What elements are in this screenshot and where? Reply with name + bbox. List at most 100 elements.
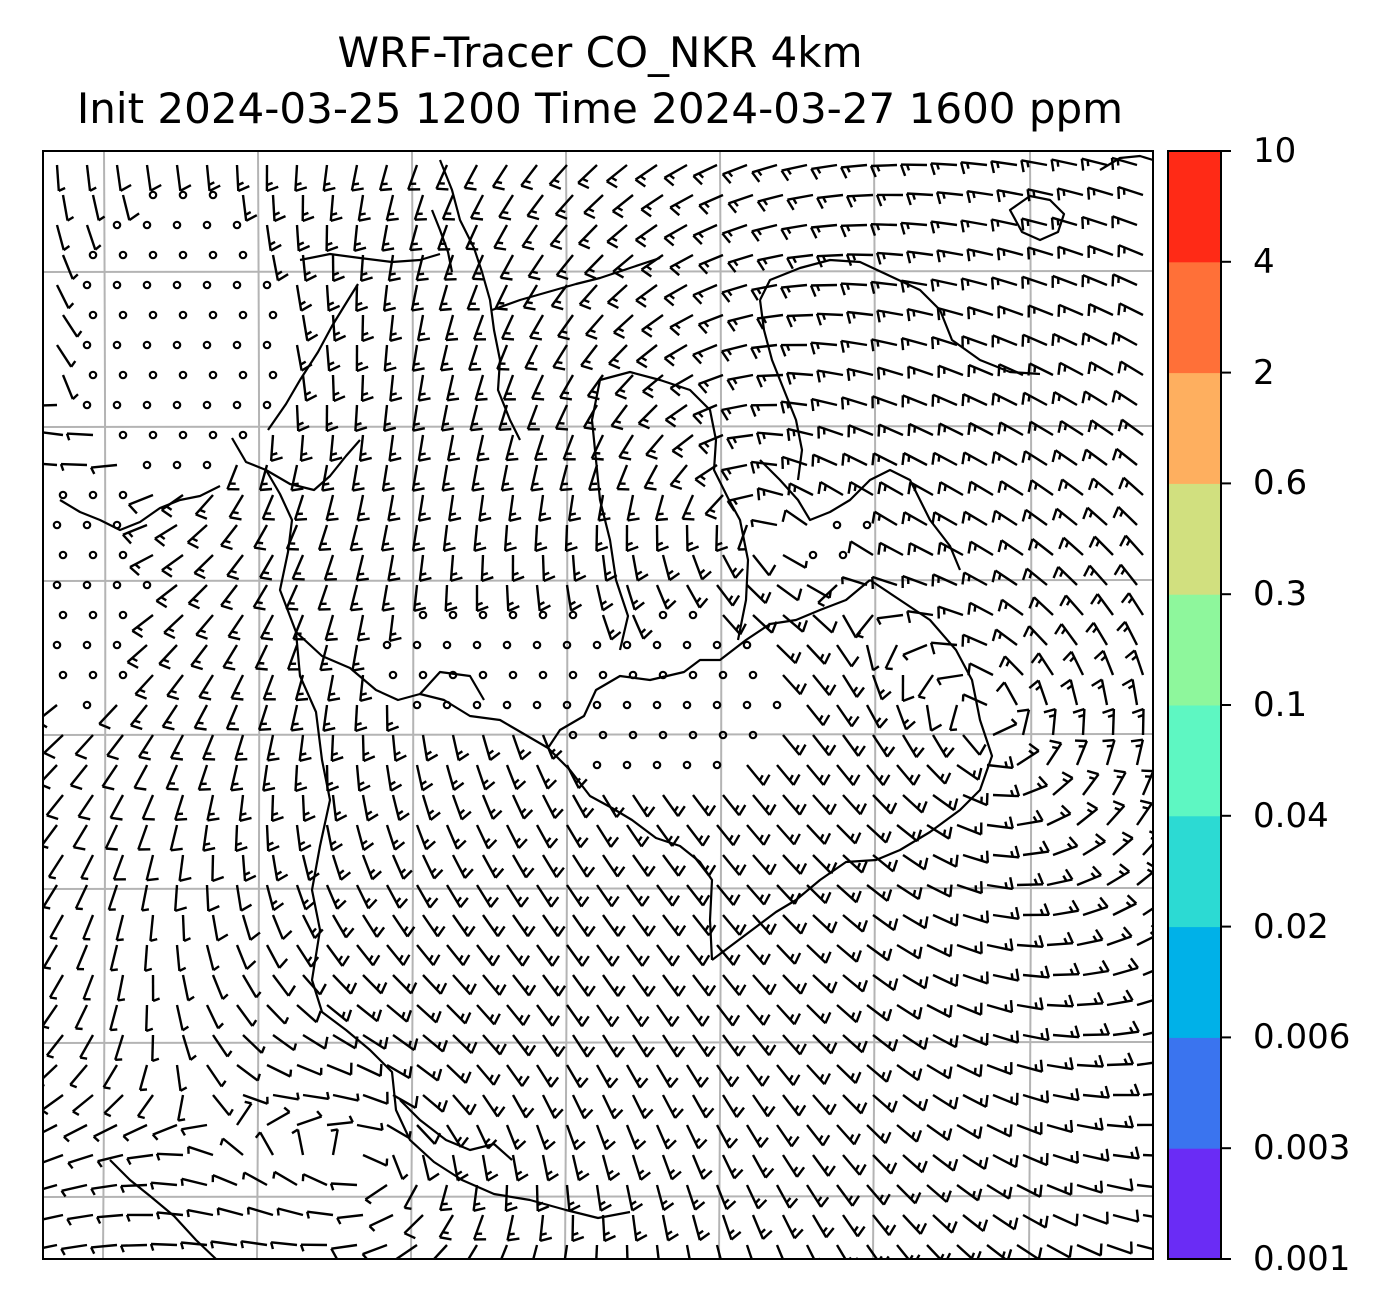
wind-barb xyxy=(625,1124,647,1150)
wind-barb xyxy=(1117,302,1144,317)
wind-barb xyxy=(364,1184,388,1205)
wind-barb xyxy=(962,850,989,864)
wind-barb xyxy=(210,1240,238,1249)
wind-barb xyxy=(926,883,953,898)
calm-wind-circle xyxy=(58,670,68,680)
wind-barb xyxy=(595,524,609,553)
wind-barb xyxy=(782,1094,807,1117)
wind-barb xyxy=(986,877,1014,891)
wind-barb xyxy=(715,1184,737,1211)
wind-barb xyxy=(866,884,893,902)
wind-barb xyxy=(1052,836,1079,857)
calm-wind-circle xyxy=(58,490,68,500)
wind-barb xyxy=(1136,1057,1153,1067)
calm-wind-circle xyxy=(112,280,122,290)
wind-barb xyxy=(481,854,505,879)
wind-barb xyxy=(359,674,373,703)
wind-barb xyxy=(780,163,808,182)
calm-wind-circle xyxy=(52,520,62,530)
colorbar-segment xyxy=(1168,926,1221,1038)
wind-barb xyxy=(907,542,934,557)
wind-barb xyxy=(473,524,487,553)
calm-wind-circle xyxy=(208,190,218,200)
calm-wind-circle xyxy=(658,610,668,620)
wind-barb xyxy=(782,854,808,875)
wind-barb xyxy=(1082,1022,1111,1037)
wind-barb xyxy=(776,764,801,786)
wind-barb xyxy=(1022,840,1050,857)
wind-barb xyxy=(967,363,994,378)
colorbar-tick-label: 0.6 xyxy=(1253,463,1308,504)
wind-barb xyxy=(745,1244,753,1259)
wind-barb xyxy=(476,1004,501,1026)
wind-barb xyxy=(662,974,686,997)
wind-barb xyxy=(872,1154,898,1175)
wind-barb xyxy=(817,584,838,607)
calm-wind-circle xyxy=(478,670,488,680)
wind-barb xyxy=(932,1033,959,1049)
wind-barb xyxy=(1027,304,1054,318)
wind-barb xyxy=(520,164,538,191)
wind-barb xyxy=(635,284,658,308)
wind-barb xyxy=(655,1244,660,1259)
wind-barb xyxy=(841,576,868,587)
wind-barb xyxy=(722,974,747,996)
wind-barb xyxy=(421,794,441,821)
wind-barb xyxy=(996,247,1024,261)
calm-wind-circle xyxy=(712,760,722,770)
wind-barb xyxy=(119,1183,148,1194)
calm-wind-circle xyxy=(592,760,602,770)
colorbar-tick-label: 2 xyxy=(1253,352,1275,393)
wind-barb xyxy=(61,194,75,222)
wind-barb xyxy=(1081,332,1108,347)
wind-barb xyxy=(810,223,838,239)
wind-barb xyxy=(571,794,595,819)
wind-barb xyxy=(266,1004,290,1025)
wind-barb xyxy=(583,194,604,220)
wind-barb xyxy=(1142,830,1153,856)
calm-wind-circle xyxy=(502,700,512,710)
wind-barb xyxy=(285,524,299,551)
wind-barb xyxy=(992,1092,1019,1106)
wind-barb xyxy=(686,884,711,907)
wind-barb xyxy=(329,434,343,463)
wind-barb xyxy=(354,404,368,433)
wind-barb xyxy=(294,764,308,793)
wind-barb xyxy=(195,614,214,640)
wind-barb xyxy=(416,944,441,966)
wind-barb xyxy=(122,1123,148,1142)
wind-barb xyxy=(331,374,346,403)
wind-barb xyxy=(411,464,425,492)
wind-barb xyxy=(115,164,132,192)
wind-barb xyxy=(549,224,568,251)
wind-barb xyxy=(595,584,614,612)
wind-barb xyxy=(119,1243,148,1253)
wind-barb xyxy=(836,1124,861,1146)
wind-barb xyxy=(605,164,628,189)
calm-wind-circle xyxy=(748,730,758,740)
wind-barb xyxy=(380,524,395,552)
wind-barb xyxy=(535,824,559,849)
wind-barb xyxy=(392,1034,419,1052)
wind-barb xyxy=(137,734,155,761)
wind-barb xyxy=(876,613,904,626)
wind-barb xyxy=(169,824,183,852)
wind-barb xyxy=(241,974,262,999)
wind-barb xyxy=(1142,1092,1153,1097)
wind-barb xyxy=(265,224,282,252)
wind-barb xyxy=(806,944,832,964)
wind-barb xyxy=(1117,418,1144,436)
wind-barb xyxy=(961,571,988,587)
colorbar-tick-label: 10 xyxy=(1253,131,1297,171)
wind-barb xyxy=(842,914,869,933)
wind-barb xyxy=(435,164,449,191)
wind-barb xyxy=(90,1243,118,1255)
calm-wind-circle xyxy=(418,610,428,620)
wind-barb xyxy=(902,794,928,814)
wind-barb xyxy=(956,764,983,781)
wind-barb xyxy=(1021,391,1048,407)
wind-barb xyxy=(452,914,476,937)
wind-barb xyxy=(63,1123,88,1143)
wind-barb xyxy=(1082,959,1110,977)
wind-barb xyxy=(235,164,250,193)
